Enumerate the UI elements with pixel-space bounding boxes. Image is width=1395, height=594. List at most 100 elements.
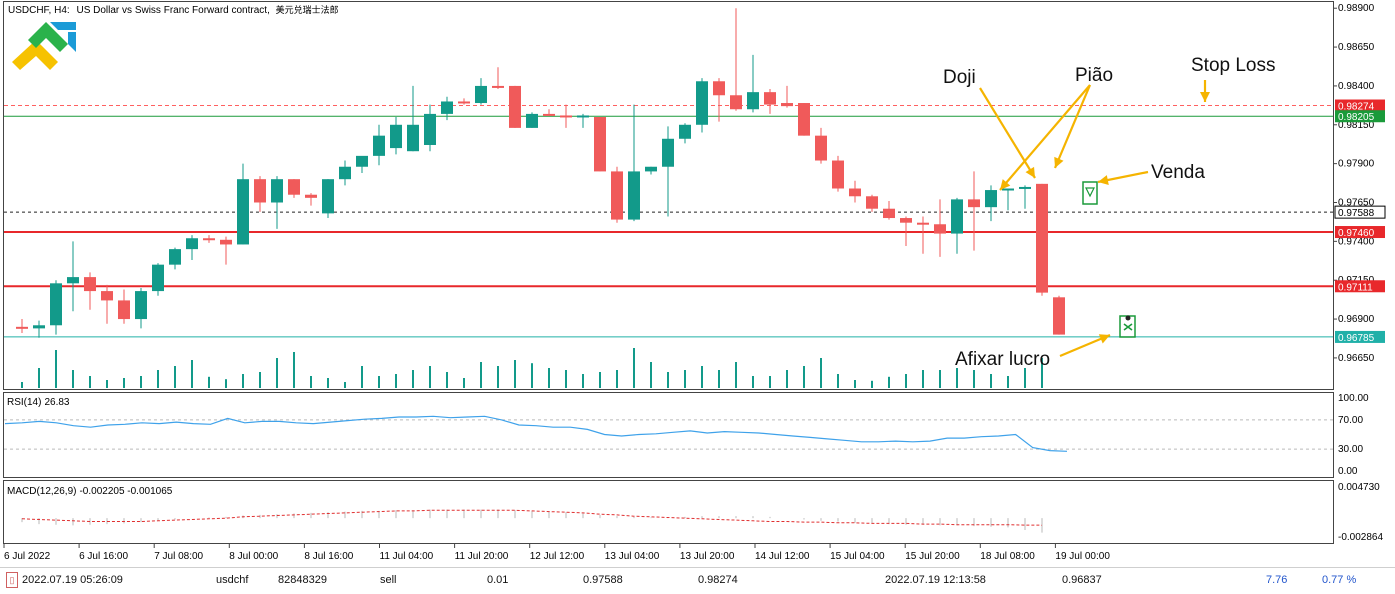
annotation-doji: Doji	[943, 67, 976, 88]
chart-description-chinese: 美元兑瑞士法郎	[276, 4, 339, 16]
volume-bar	[497, 366, 499, 388]
candles-layer	[16, 8, 1065, 338]
bearish-candle	[730, 95, 742, 110]
volume-bar	[650, 362, 652, 388]
bullish-candle	[1019, 186, 1031, 189]
trade-row-icon: ▯	[6, 572, 18, 588]
volume-bar	[633, 348, 635, 388]
piao-arrow-right-icon-head	[1054, 156, 1064, 168]
bullish-candle	[662, 138, 674, 167]
rsi-axis-label: 30.00	[1338, 444, 1363, 455]
bearish-candle	[492, 85, 504, 88]
venda-arrow-icon	[1097, 170, 1149, 185]
time-axis-label: 19 Jul 00:00	[1055, 551, 1110, 562]
piao-arrow-right-icon	[1053, 84, 1092, 169]
chart-canvas[interactable]: 100.00 70.00 30.00 0.00 0.004730 -0.002864 0…	[0, 0, 1395, 567]
time-axis-label: 11 Jul 04:00	[380, 551, 434, 562]
volume-bar	[837, 374, 839, 388]
sell-entry-marker-icon	[1082, 181, 1098, 205]
volume-bar	[344, 382, 346, 388]
bearish-candle	[305, 194, 317, 198]
macd-label: MACD(12,26,9) -0.002205 -0.001065	[7, 486, 173, 497]
bearish-candle	[900, 218, 912, 223]
price-axis[interactable]: 0.98900 0.98650 0.98400 0.98150 0.97900 0.976…	[1333, 3, 1375, 364]
bullish-candle	[271, 179, 283, 203]
bullish-candle	[373, 135, 385, 156]
time-axis-label: 13 Jul 04:00	[605, 551, 660, 562]
volume-bar	[157, 370, 159, 388]
stop-loss-arrow-icon-head	[1200, 92, 1210, 102]
price-tag-resistance	[1335, 226, 1385, 239]
volume-bar	[514, 360, 516, 388]
time-axis-label: 7 Jul 08:00	[154, 551, 203, 562]
price-tag-take-profit	[1335, 330, 1385, 343]
doji-arrow-icon	[979, 87, 1036, 179]
trade-time-close: 2022.07.19 12:13:58	[885, 574, 986, 586]
volume-bar	[225, 379, 227, 388]
doji-arrow-icon-head	[1025, 166, 1035, 178]
bearish-candle	[781, 103, 793, 107]
bearish-candle	[934, 224, 946, 234]
bearish-candle	[16, 326, 28, 329]
volume-bar	[1041, 358, 1043, 388]
bearish-candle	[968, 199, 980, 208]
bullish-candle	[135, 291, 147, 320]
time-axis-label: 8 Jul 16:00	[304, 551, 353, 562]
volume-bar	[871, 380, 873, 388]
bearish-candle	[101, 291, 113, 301]
volume-bar	[378, 376, 380, 388]
macd-signal-line	[21, 509, 1043, 526]
time-axis[interactable]: 6 Jul 2022 6 Jul 16:00 7 Jul 08:00 8 Jul 00…	[3, 544, 1110, 562]
bullish-candle	[628, 171, 640, 220]
chart-symbol-timeframe: USDCHF, H4:	[8, 5, 70, 16]
bearish-candle	[509, 85, 521, 128]
price-axis-label: 0.96900	[1338, 314, 1375, 325]
price-tag-label: 0.98274	[1338, 102, 1375, 113]
trade-history-row[interactable]: ▯ 2022.07.19 05:26:09 usdchf 82848329 se…	[0, 567, 1395, 594]
brand-logo-icon	[12, 22, 76, 70]
volume-bar	[990, 374, 992, 388]
trade-symbol: usdchf	[216, 574, 249, 586]
bullish-candle	[356, 155, 368, 167]
bullish-candle	[186, 238, 198, 250]
macd-axis-label: -0.002864	[1338, 532, 1383, 543]
bullish-candle	[577, 115, 589, 118]
bearish-candle	[611, 171, 623, 220]
volume-bar	[89, 376, 91, 388]
bearish-candle	[798, 103, 810, 136]
rsi-panel[interactable]	[3, 392, 1334, 478]
bullish-candle	[985, 190, 997, 208]
price-tag-stop-loss	[1335, 99, 1385, 112]
bearish-candle	[866, 196, 878, 209]
volume-bar	[191, 360, 193, 388]
macd-axis-label: 0.004730	[1338, 482, 1380, 493]
volume-bar	[140, 376, 142, 388]
volume-bar	[446, 372, 448, 388]
chart-description: US Dollar vs Swiss Franc Forward contrac…	[76, 5, 269, 16]
piao-arrow-left-icon-head	[1000, 179, 1011, 190]
bearish-candle	[1036, 183, 1048, 293]
macd-panel[interactable]	[3, 480, 1334, 544]
time-axis-label: 12 Jul 12:00	[530, 551, 585, 562]
bullish-candle	[747, 92, 759, 110]
bullish-candle	[951, 199, 963, 234]
bearish-candle	[849, 188, 861, 197]
trade-time-open: 2022.07.19 05:26:09	[22, 574, 123, 586]
bullish-candle	[407, 124, 419, 152]
volume-layer	[21, 348, 1043, 388]
trade-profit: 7.76	[1266, 574, 1288, 586]
bullish-candle	[50, 283, 62, 326]
price-axis-label: 0.98900	[1338, 3, 1375, 14]
take-profit-dot-icon	[1125, 315, 1131, 321]
rsi-axis-label: 70.00	[1338, 415, 1363, 426]
volume-bar	[106, 380, 108, 388]
bearish-candle	[917, 222, 929, 225]
annotation-stop-loss: Stop Loss	[1191, 55, 1276, 76]
volume-bar	[310, 376, 312, 388]
trade-volume: 0.01	[487, 574, 509, 586]
volume-bar	[242, 374, 244, 388]
volume-bar	[327, 378, 329, 388]
bullish-candle	[526, 113, 538, 128]
